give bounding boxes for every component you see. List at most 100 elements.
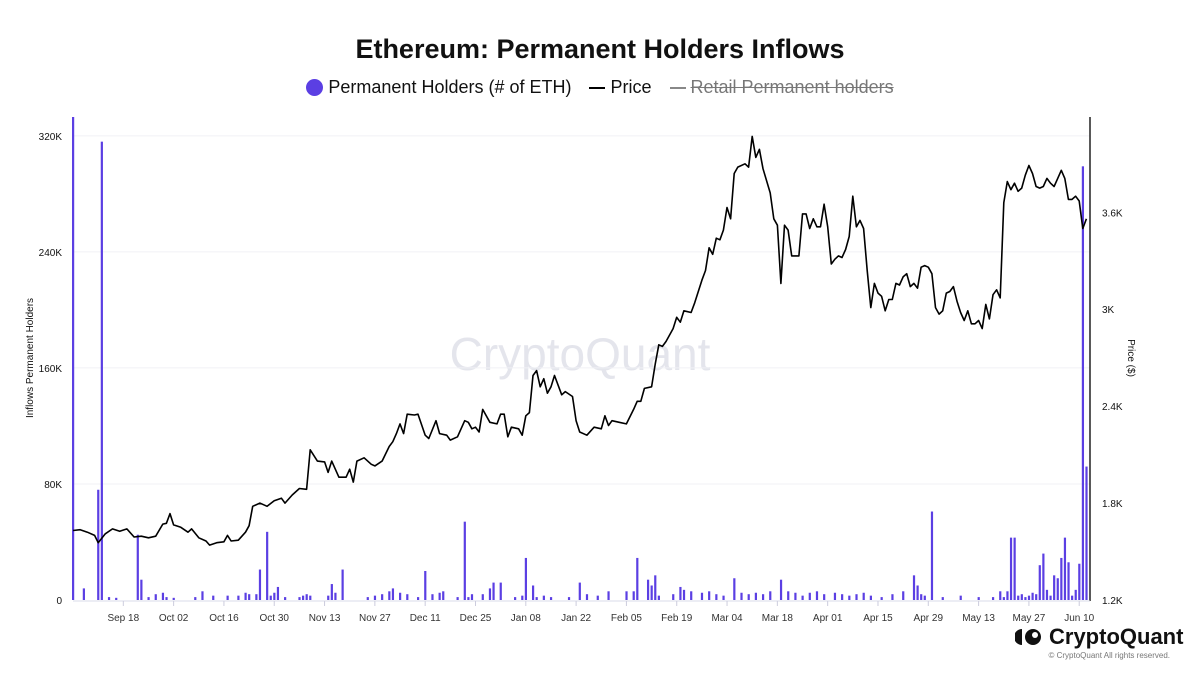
inflow-bar [754,592,757,600]
inflow-bar [823,594,826,600]
inflow-bar [226,595,229,600]
inflow-bar [514,597,517,600]
x-tick-label: Mar 18 [762,613,794,624]
inflow-bar [154,594,157,600]
inflow-bar [1049,595,1052,600]
inflow-bar [136,534,139,600]
inflow-bar [147,597,150,600]
inflow-bar [722,595,725,600]
inflow-bar [930,511,934,600]
inflow-bar [869,595,872,600]
inflow-bar [463,521,466,600]
legend-line-icon [669,86,686,89]
inflow-bar [273,592,276,600]
x-tick-label: Nov 27 [359,613,391,624]
inflow-bar [334,592,337,600]
inflow-bar [1017,595,1020,600]
inflow-bar [672,594,675,600]
y-axis-right-label: Price ($) [1125,339,1136,377]
inflow-bar [1006,591,1009,600]
inflow-bar [833,592,837,600]
inflow-bar [82,588,85,600]
inflow-bar [521,595,524,600]
inflow-bar [107,597,111,600]
inflow-bar [1074,589,1077,600]
inflow-bar [172,597,175,600]
inflow-bar [880,597,883,600]
inflow-bar [596,595,599,600]
inflow-bar [1060,557,1063,600]
inflow-bar [399,592,402,600]
inflow-bar [808,592,811,600]
inflow-bar [244,592,247,600]
inflow-bar [381,594,384,600]
inflow-bar [255,594,258,600]
inflow-bar [542,595,545,600]
inflow-bar [1002,597,1005,600]
inflow-bar [373,595,377,600]
inflow-bar [269,595,272,600]
inflow-bar [1027,595,1031,600]
inflow-bar [456,597,459,600]
y-left-tick-label: 320K [39,132,63,143]
inflow-bar [740,592,743,600]
inflow-bar [341,569,344,600]
y-left-tick-label: 0 [56,596,62,607]
inflow-bar [535,597,538,600]
legend-item-retail-permanent-holders[interactable]: Retail Permanent holders [669,77,894,98]
inflow-bar [1045,589,1049,600]
inflow-bar [416,597,420,600]
inflow-bar [201,591,204,600]
inflow-bar [284,597,287,600]
inflow-bar [388,591,391,600]
inflow-bar [467,597,470,600]
legend-item-permanent-holders[interactable]: Permanent Holders (# of ETH) [306,77,571,98]
inflow-bar [636,557,639,600]
legend-dot-icon [306,79,324,96]
inflow-bar [700,592,704,600]
inflow-bar [97,489,100,600]
x-tick-label: May 27 [1013,613,1046,624]
x-tick-label: Feb 19 [661,613,693,624]
inflow-bar [488,588,492,600]
inflow-bar [248,594,251,600]
cryptoquant-logo: CryptoQuant [1015,624,1183,650]
inflow-bar [305,594,308,600]
watermark: CryptoQuant [450,328,711,380]
inflow-bar [492,582,495,600]
price-line [72,135,1088,546]
inflow-bar [632,591,635,600]
inflow-bar [1035,594,1038,600]
inflow-bar [1024,597,1027,600]
x-tick-label: Feb 05 [611,613,643,624]
inflow-bar [959,595,962,600]
inflow-bar [309,595,312,600]
legend-item-price[interactable]: Price [589,77,652,98]
inflow-bar [442,591,445,600]
inflow-bar [567,597,571,600]
inflow-bar [733,578,736,600]
inflow-bar [470,594,474,600]
inflow-bar [1031,592,1034,600]
inflow-bar [406,594,409,600]
inflow-bar [276,586,280,600]
inflow-bar [366,597,369,600]
inflow-bar [1081,166,1085,601]
y-right-tick-label: 2.4K [1102,402,1123,413]
inflow-bar [212,595,215,600]
inflow-bar [578,582,581,600]
inflow-bar [679,586,682,600]
x-tick-label: Dec 11 [410,613,441,624]
inflow-bar [1020,594,1023,600]
y-left-tick-label: 240K [39,248,63,259]
legend-label: Price [610,77,652,97]
x-tick-label: Jan 08 [511,613,541,624]
inflow-bar [1009,537,1013,600]
inflow-bar [531,585,535,600]
inflow-bar [916,585,919,600]
inflow-bar [708,591,711,600]
legend-line-icon [589,86,606,89]
inflow-bar [1085,466,1088,600]
y-right-tick-label: 3K [1102,305,1115,316]
